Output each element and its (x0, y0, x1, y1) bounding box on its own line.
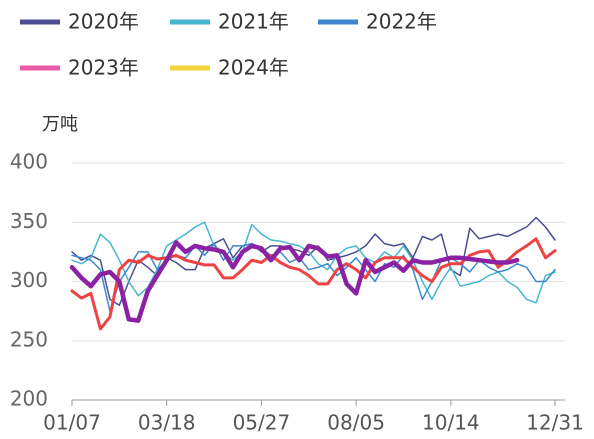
series-line (71, 221, 556, 304)
x-tick-label: 08/05 (327, 411, 385, 435)
series-line (70, 237, 557, 331)
legend-label: 2021年 (218, 10, 289, 34)
x-tick-label: 10/14 (422, 411, 480, 435)
series-line (71, 216, 556, 306)
legend-label: 2022年 (366, 10, 437, 34)
x-tick-label: 05/27 (233, 411, 291, 435)
x-tick-label: 01/07 (43, 411, 101, 435)
y-tick-label: 200 (10, 387, 48, 411)
y-axis-label: 万吨 (42, 114, 78, 135)
legend-label: 2024年 (218, 56, 289, 80)
legend-label: 2020年 (68, 10, 139, 34)
x-tick-label: 03/18 (138, 411, 196, 435)
y-tick-label: 250 (10, 327, 48, 351)
y-tick-label: 350 (10, 209, 48, 233)
y-tick-label: 400 (10, 150, 48, 174)
series-line (71, 242, 556, 312)
series-line (69, 240, 520, 323)
y-tick-label: 300 (10, 268, 48, 292)
x-tick-label: 12/31 (526, 411, 584, 435)
legend-label: 2023年 (68, 56, 139, 80)
